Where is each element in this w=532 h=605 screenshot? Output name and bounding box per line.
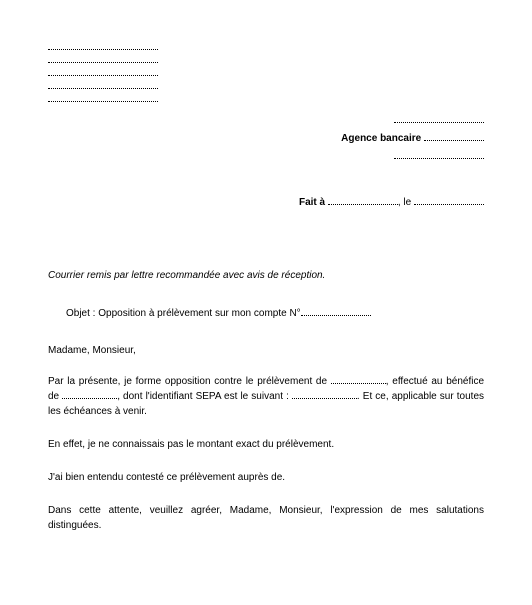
p1-a: Par la présente, je forme opposition con… — [48, 376, 327, 387]
sender-line — [48, 92, 158, 102]
p1-c: , dont l'identifiant SEPA est le suivant… — [117, 391, 289, 402]
subject-label: Objet : — [66, 308, 95, 319]
place-prefix: Fait à — [299, 197, 325, 208]
sender-line — [48, 40, 158, 50]
paragraph-4: Dans cette attente, veuillez agréer, Mad… — [48, 503, 484, 533]
recipient-block: Agence bancaire — [48, 112, 484, 166]
recipient-blank-line — [48, 148, 484, 166]
salutation: Madame, Monsieur, — [48, 345, 484, 356]
place-date-line: Fait à , le — [48, 196, 484, 208]
paragraph-2: En effet, je ne connaissais pas le monta… — [48, 437, 484, 452]
sender-line — [48, 66, 158, 76]
subject-text: Opposition à prélèvement sur mon compte … — [98, 308, 300, 319]
paragraph-1: Par la présente, je forme opposition con… — [48, 374, 484, 419]
recipient-agency-line: Agence bancaire — [48, 130, 484, 148]
subject-line: Objet : Opposition à prélèvement sur mon… — [66, 307, 484, 319]
sender-address-block — [48, 40, 484, 102]
recipient-blank-line — [48, 112, 484, 130]
delivery-notice: Courrier remis par lettre recommandée av… — [48, 270, 484, 281]
sender-line — [48, 79, 158, 89]
sender-line — [48, 53, 158, 63]
paragraph-3: J'ai bien entendu contesté ce prélèvemen… — [48, 470, 484, 485]
recipient-label: Agence bancaire — [341, 133, 421, 144]
date-separator: , le — [398, 197, 411, 208]
